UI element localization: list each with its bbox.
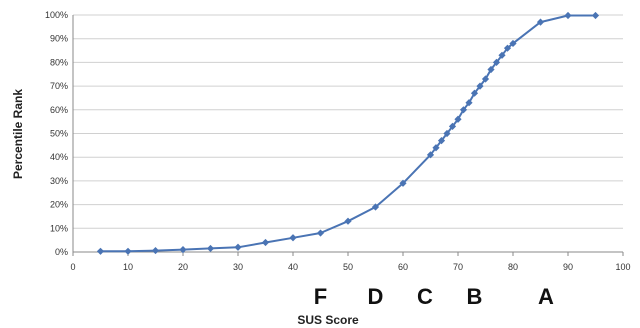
x-tick-label: 80 [508,262,518,272]
y-tick-label: 90% [50,34,68,44]
data-point [432,144,440,152]
x-tick-label: 30 [233,262,243,272]
data-point [503,44,512,52]
y-tick-label: 20% [50,200,68,210]
grid-lines [73,14,623,229]
grade-label: B [467,284,483,309]
data-point [371,203,380,211]
data-point [443,129,451,138]
y-tick-label: 70% [50,81,68,91]
data-point [426,151,435,159]
x-tick-label: 50 [343,262,353,272]
data-point [344,217,352,225]
x-tick-label: 40 [288,262,298,272]
x-axis-label: SUS Score [297,313,359,327]
series-group [96,11,600,255]
grade-label: F [314,284,327,309]
y-tick-label: 30% [50,176,68,186]
data-point [206,244,215,253]
data-point [124,247,132,255]
data-point [465,99,473,107]
data-point [234,243,242,251]
data-point [470,89,479,97]
data-point [399,179,407,187]
data-point [492,58,501,66]
data-point [289,234,297,242]
grade-label: C [417,284,433,309]
y-tick-label: 0% [55,247,68,257]
data-point [487,65,495,74]
data-point [536,18,545,26]
x-tick-label: 100 [615,262,630,272]
data-point [448,122,457,130]
data-point [96,247,105,255]
data-point [459,106,468,114]
x-tick-label: 0 [70,262,75,272]
y-tick-label: 60% [50,105,68,115]
axes [72,15,624,256]
y-tick-label: 80% [50,57,68,67]
y-tick-label: 100% [45,10,68,20]
data-point [261,238,270,247]
data-point [509,39,517,48]
y-tick-label: 50% [50,129,68,139]
data-point [481,75,490,83]
data-point [437,137,446,145]
x-tick-label: 20 [178,262,188,272]
x-tick-label: 60 [398,262,408,272]
x-tick-label: 90 [563,262,573,272]
grade-label: D [368,284,384,309]
x-tick-labels: 0 10 20 30 40 50 60 70 80 90 100 [70,262,630,272]
data-point [454,115,462,123]
x-tick-label: 70 [453,262,463,272]
data-point [564,11,572,20]
y-axis-label: Percentile Rank [11,89,25,179]
y-tick-label: 40% [50,152,68,162]
y-tick-labels: 0% 10% 20% 30% 40% 50% 60% 70% 80% 90% 100% [45,10,68,257]
x-tick-label: 10 [123,262,133,272]
data-point [498,51,506,59]
data-point [476,82,484,90]
data-point [151,246,160,255]
grade-label: A [538,284,554,309]
y-tick-label: 10% [50,223,68,233]
data-point [179,246,187,254]
data-point [316,229,325,237]
data-point [591,11,600,20]
